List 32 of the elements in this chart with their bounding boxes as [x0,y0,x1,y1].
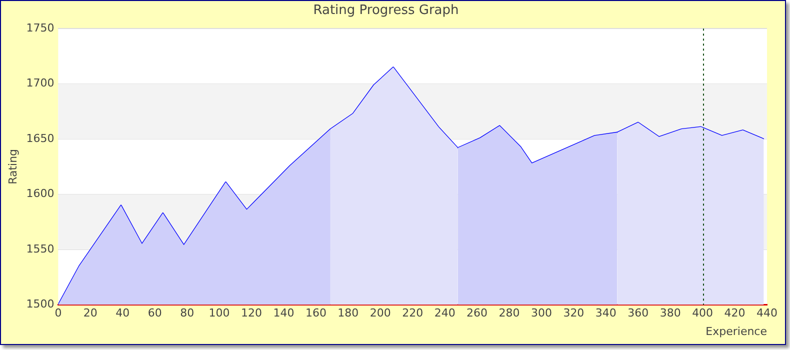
x-tick-label: 20 [83,306,98,320]
x-tick-label: 100 [208,306,230,320]
x-tick-label: 440 [756,306,778,320]
x-tick-label: 180 [338,306,359,320]
y-tick-label: 1500 [26,298,54,311]
x-tick-label: 320 [563,306,584,320]
x-tick-label: 340 [595,306,616,320]
x-tick-label: 0 [54,306,62,320]
x-tick-label: 420 [724,306,746,320]
x-tick-label: 220 [402,306,424,320]
x-tick-label: 80 [180,306,194,320]
y-axis-title: Rating [6,148,20,184]
x-tick-label: 400 [692,306,714,320]
x-tick-label: 40 [116,306,130,320]
y-tick-label: 1650 [26,132,54,145]
x-tick-label: 160 [305,306,326,320]
y-tick-label: 1600 [26,187,54,200]
chart-title: Rating Progress Graph [313,3,459,18]
x-tick-label: 240 [434,306,456,320]
x-tick-label: 260 [466,306,488,320]
x-tick-label: 380 [660,306,681,320]
x-axis-title: Experience [706,324,768,338]
x-tick-label: 120 [241,306,262,320]
x-tick-label: 360 [628,306,649,320]
x-tick-label: 300 [530,306,552,320]
x-tick-label: 60 [148,306,162,320]
x-tick-label: 200 [370,306,391,320]
y-tick-label: 1700 [26,76,54,90]
x-tick-label: 280 [498,306,520,320]
y-tick-label: 1750 [26,21,54,34]
y-tick-label: 1550 [26,242,54,256]
x-tick-label: 140 [273,306,294,320]
